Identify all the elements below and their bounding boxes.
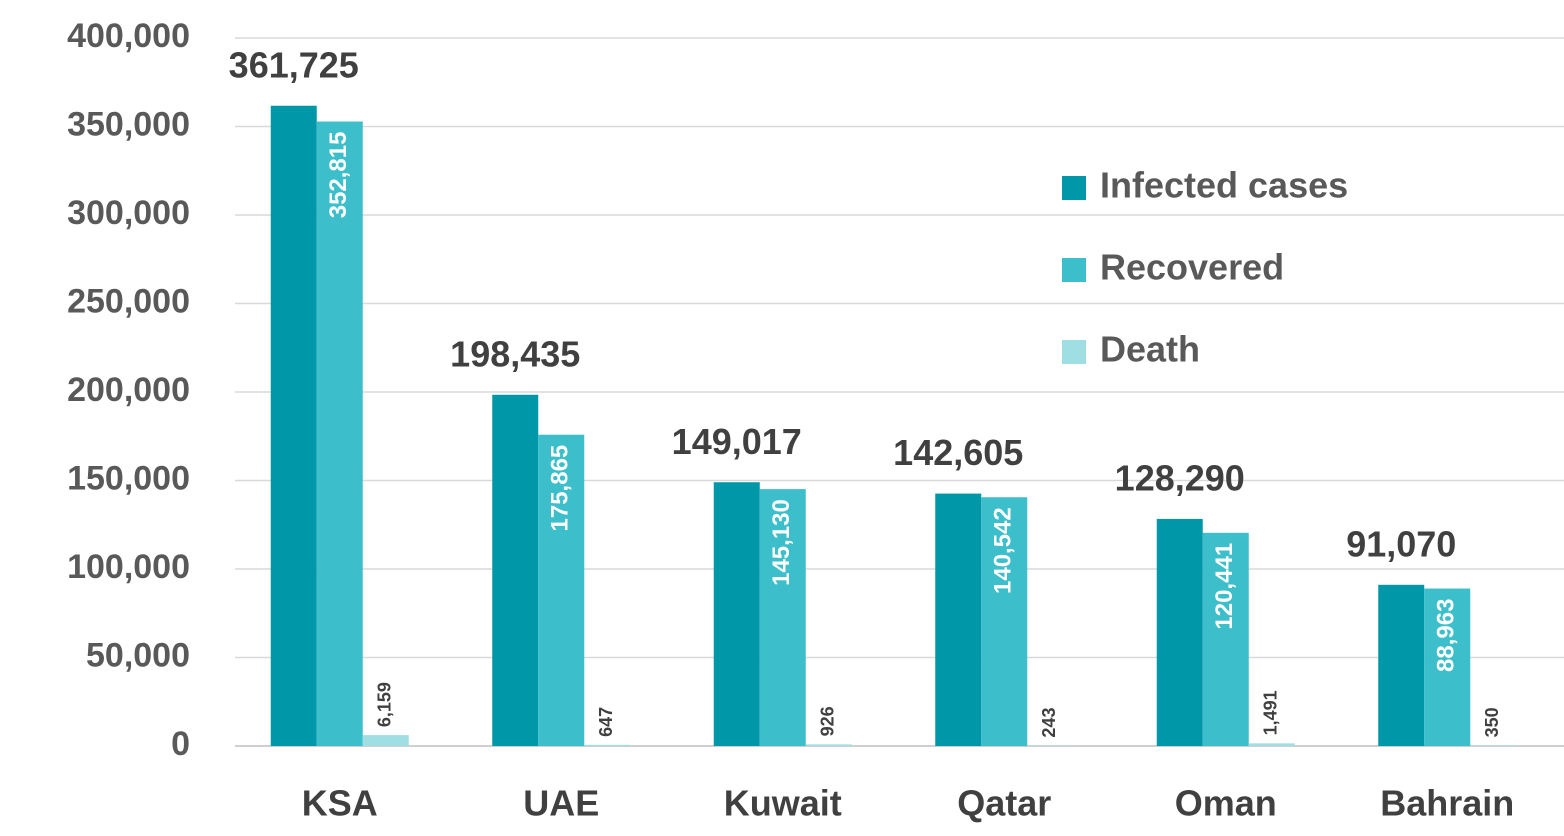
- bar: [316, 121, 363, 746]
- x-tick-label: Kuwait: [724, 783, 842, 824]
- bar: [538, 434, 585, 746]
- bar: [1470, 745, 1517, 746]
- value-label: 243: [1039, 708, 1059, 738]
- x-tick-label: Bahrain: [1380, 783, 1514, 824]
- value-label: 926: [818, 706, 838, 736]
- value-label: 198,435: [450, 333, 580, 374]
- value-label: 128,290: [1115, 457, 1245, 498]
- bar: [981, 497, 1028, 746]
- legend-swatch: [1062, 340, 1086, 364]
- bar: [759, 489, 806, 746]
- bar: [935, 493, 982, 746]
- value-label: 142,605: [893, 432, 1023, 473]
- bar: [1156, 518, 1203, 746]
- value-label: 350: [1482, 707, 1502, 737]
- y-tick-label: 300,000: [67, 194, 190, 232]
- bar: [492, 394, 539, 746]
- legend-label: Recovered: [1100, 247, 1284, 288]
- bar: [1202, 532, 1249, 746]
- bar: [584, 744, 631, 746]
- bar: [362, 735, 409, 746]
- value-label: 361,725: [229, 44, 359, 85]
- x-tick-label: Oman: [1175, 783, 1277, 824]
- legend-label: Infected cases: [1100, 165, 1348, 206]
- bar: [1424, 588, 1471, 746]
- x-tick-label: KSA: [302, 783, 378, 824]
- bar: [713, 482, 760, 746]
- value-label: 91,070: [1346, 523, 1456, 564]
- legend-swatch: [1062, 258, 1086, 282]
- value-label: 647: [596, 707, 616, 737]
- value-label: 149,017: [672, 421, 802, 462]
- bar: [1378, 584, 1425, 746]
- y-tick-label: 100,000: [67, 548, 190, 586]
- value-label: 140,542: [990, 507, 1017, 594]
- legend-label: Death: [1100, 329, 1200, 370]
- y-tick-label: 350,000: [67, 105, 190, 143]
- legend-swatch: [1062, 176, 1086, 200]
- y-tick-label: 250,000: [67, 282, 190, 320]
- value-label: 175,865: [547, 445, 574, 532]
- value-label: 352,815: [325, 132, 352, 219]
- value-label: 145,130: [768, 499, 795, 586]
- x-tick-label: UAE: [523, 783, 599, 824]
- value-label: 120,441: [1211, 543, 1238, 630]
- value-label: 6,159: [375, 682, 395, 727]
- bar: [805, 744, 852, 746]
- y-tick-label: 400,000: [67, 17, 190, 55]
- y-tick-label: 0: [171, 725, 190, 763]
- bar: [1248, 743, 1295, 746]
- bar: [270, 105, 317, 746]
- value-label: 1,491: [1261, 690, 1281, 735]
- value-label: 88,963: [1433, 599, 1460, 672]
- y-tick-label: 200,000: [67, 371, 190, 409]
- x-tick-label: Qatar: [957, 783, 1051, 824]
- y-tick-label: 50,000: [86, 636, 190, 674]
- y-tick-label: 150,000: [67, 459, 190, 497]
